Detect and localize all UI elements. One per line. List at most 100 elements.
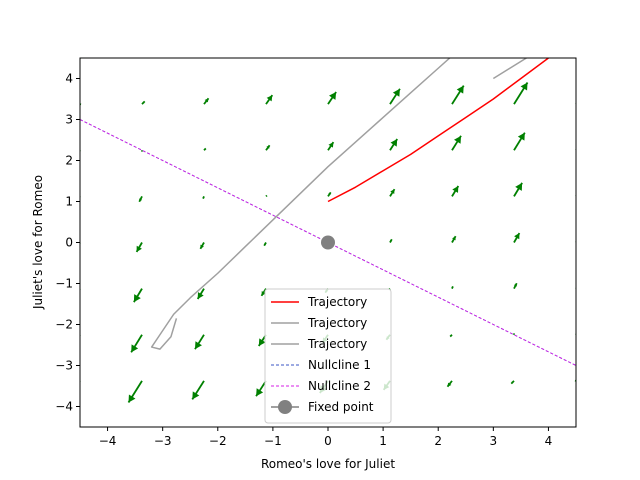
x-tick-label: 0 [324, 434, 332, 448]
field-arrow [575, 102, 576, 105]
x-tick-label: 4 [545, 434, 553, 448]
field-arrow [142, 58, 144, 59]
field-arrow [451, 135, 462, 151]
field-arrow [199, 242, 205, 250]
y-tick-label: 1 [65, 195, 73, 209]
x-tick-label: −2 [209, 434, 227, 448]
field-arrow [141, 100, 146, 105]
field-arrow [449, 334, 453, 338]
fixed-point-marker [321, 235, 335, 250]
legend-label: Trajectory [307, 337, 367, 351]
field-arrow [204, 58, 206, 59]
field-arrow [389, 188, 396, 197]
x-tick-label: −3 [154, 434, 172, 448]
field-arrow [389, 238, 393, 243]
field-arrow [390, 58, 392, 59]
field-arrow [265, 144, 271, 151]
y-tick-label: 0 [65, 236, 73, 250]
field-arrow [452, 58, 454, 59]
field-arrow [575, 194, 576, 197]
x-tick-label: −1 [264, 434, 282, 448]
field-arrow [138, 195, 143, 203]
legend-label: Nullcline 2 [308, 379, 371, 393]
field-arrow [127, 380, 143, 403]
field-arrow [135, 242, 143, 253]
field-arrow [196, 288, 205, 300]
field-arrow [203, 147, 207, 151]
x-tick-label: 3 [490, 434, 498, 448]
legend: Trajectory Trajectory Trajectory Nullcline … [264, 288, 392, 424]
field-arrow [62, 427, 80, 456]
field-arrow [575, 240, 576, 243]
fixed-point-layer [321, 235, 335, 250]
field-arrow [327, 91, 337, 105]
legend-label: Fixed point [308, 400, 374, 414]
legend-entry: Trajectory [271, 295, 367, 309]
field-arrow [191, 380, 205, 400]
field-arrow [141, 150, 143, 152]
x-tick-label: 2 [434, 434, 442, 448]
field-arrow [446, 380, 453, 388]
y-tick-label: 3 [65, 113, 73, 127]
field-arrow [80, 288, 81, 291]
legend-label: Nullcline 1 [308, 358, 371, 372]
x-axis-label: Romeo's love for Juliet [261, 457, 395, 471]
y-tick-label: −4 [55, 400, 73, 414]
field-arrow [451, 185, 460, 197]
field-arrow [450, 426, 452, 427]
field-arrow [575, 148, 576, 151]
legend-entry: Trajectory [271, 337, 367, 351]
field-arrow [80, 334, 81, 337]
field-arrow [80, 58, 82, 59]
field-arrow [575, 283, 576, 289]
field-arrow [130, 334, 143, 353]
field-arrow [389, 138, 398, 151]
field-arrow [451, 85, 465, 105]
legend-label: Trajectory [307, 316, 367, 330]
series-line-1 [327, 58, 549, 203]
field-arrow [451, 286, 454, 289]
x-tick-label: −4 [99, 434, 117, 448]
x-tick-label: 1 [379, 434, 387, 448]
y-tick-label: 2 [65, 154, 73, 168]
field-arrow [255, 380, 267, 397]
y-tick-label: −3 [55, 359, 73, 373]
field-arrow [513, 82, 529, 105]
series-line-3 [492, 58, 527, 80]
field-arrow [513, 182, 523, 197]
field-arrow [514, 58, 516, 59]
field-arrow [389, 88, 401, 105]
field-arrow [512, 426, 514, 427]
field-arrow [266, 58, 268, 59]
field-arrow [574, 426, 576, 427]
field-arrow [510, 380, 515, 385]
legend-entry: Nullcline 2 [271, 379, 371, 393]
legend-entry: Nullcline 1 [271, 358, 371, 372]
field-arrow [133, 288, 143, 303]
legend-label: Trajectory [307, 295, 367, 309]
field-arrow [203, 97, 210, 105]
y-tick-label: −1 [55, 277, 73, 291]
field-arrow [194, 334, 205, 350]
field-arrow [265, 94, 274, 105]
field-arrow [140, 426, 142, 427]
y-tick-label: −2 [55, 318, 73, 332]
field-arrow [202, 426, 204, 427]
field-arrow [328, 58, 330, 59]
field-arrow [576, 29, 594, 58]
axis-ticks: −4 −3 −2 −1 0 1 2 3 4 −4 −3 −2 −1 0 1 2 3 4 [55, 72, 552, 449]
field-arrow [263, 242, 267, 247]
field-arrow [265, 194, 268, 198]
legend-entry: Fixed point [271, 400, 374, 414]
legend-entry: Trajectory [271, 316, 367, 330]
series-line-2 [150, 58, 451, 350]
field-arrow [202, 196, 205, 199]
field-arrow [513, 232, 521, 243]
y-tick-label: 4 [65, 72, 73, 86]
y-axis-label: Juliet's love for Romeo [31, 175, 45, 310]
field-arrow [513, 282, 518, 290]
field-arrow [513, 333, 515, 335]
field-arrow [80, 242, 81, 245]
field-arrow [80, 196, 81, 202]
field-arrow [451, 235, 457, 243]
